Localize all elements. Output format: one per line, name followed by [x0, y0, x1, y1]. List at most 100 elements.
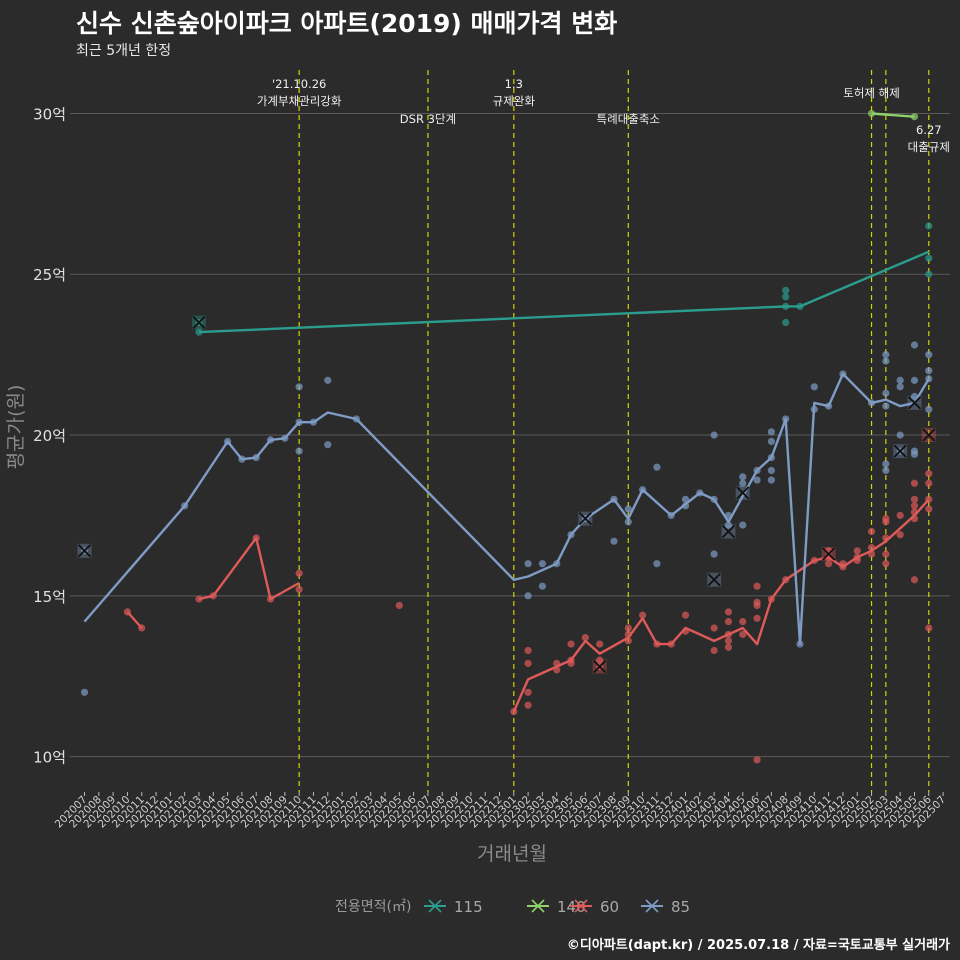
y-tick-label: 25억 — [33, 266, 66, 284]
data-point-85 — [309, 418, 318, 426]
data-point-85 — [925, 375, 933, 383]
data-point-60 — [524, 688, 532, 696]
data-point-85 — [538, 560, 547, 568]
legend-item-115[interactable]: 115 — [424, 898, 483, 916]
cancelled-marker-stroke — [721, 524, 736, 539]
data-point-85 — [739, 473, 747, 481]
data-point-85 — [910, 450, 919, 458]
cancelled-marker-stroke — [821, 547, 836, 561]
data-point-115 — [782, 286, 790, 294]
data-point-60 — [739, 617, 747, 626]
data-point-85 — [638, 486, 647, 494]
data-point-85 — [882, 389, 890, 397]
data-point-85 — [553, 560, 561, 568]
data-point-85 — [653, 560, 661, 568]
data-point-85 — [524, 560, 532, 568]
data-point-60 — [295, 569, 303, 577]
data-point-85 — [882, 466, 890, 475]
cancelled-marker-stroke — [578, 512, 592, 526]
data-point-85 — [739, 479, 747, 487]
data-point-60 — [266, 595, 275, 603]
data-point-60 — [395, 601, 403, 610]
data-point-60 — [882, 534, 890, 542]
data-point-85 — [896, 431, 904, 439]
data-point-85 — [538, 582, 547, 590]
data-point-60 — [638, 611, 647, 619]
data-point-85 — [681, 502, 690, 510]
data-point-60 — [882, 518, 890, 526]
legend-item-label: 60 — [600, 898, 619, 916]
data-point-85 — [724, 521, 733, 529]
data-point-60 — [710, 624, 718, 632]
cancelled-marker-85 — [907, 395, 922, 410]
legend-item-85[interactable]: 85 — [641, 898, 690, 916]
data-point-85 — [624, 505, 632, 513]
data-point-60 — [724, 643, 733, 651]
y-tick-label: 20억 — [33, 427, 66, 445]
data-point-60 — [853, 556, 861, 565]
data-point-85 — [653, 463, 661, 471]
data-point-60 — [882, 560, 890, 568]
data-point-115 — [195, 328, 203, 336]
cancelled-marker-60 — [821, 547, 836, 562]
data-point-60 — [910, 515, 919, 523]
data-point-60 — [867, 527, 876, 536]
data-point-60 — [753, 601, 761, 610]
data-point-85 — [724, 511, 733, 520]
data-point-140 — [910, 113, 919, 121]
data-point-60 — [925, 624, 933, 632]
event-label: 대출규제 — [908, 140, 950, 154]
data-point-85 — [753, 476, 761, 484]
data-point-60 — [724, 617, 733, 626]
data-point-60 — [896, 531, 904, 539]
data-point-85 — [681, 495, 690, 503]
data-point-85 — [295, 447, 303, 455]
data-point-60 — [910, 576, 919, 584]
data-point-85 — [825, 402, 833, 410]
event-label: '21.10.26 — [272, 77, 326, 91]
cancelled-marker-85 — [735, 485, 750, 500]
axes: 10억15억20억25억30억평균가(원)2020072020082020092… — [5, 105, 948, 865]
data-point-60 — [209, 592, 217, 600]
cancelled-marker-stroke — [707, 573, 721, 587]
data-point-85 — [624, 518, 632, 526]
cancelled-marker-stroke — [922, 428, 936, 442]
data-point-85 — [710, 431, 718, 439]
data-point-60 — [624, 630, 632, 639]
data-point-85 — [896, 376, 904, 384]
legend-item-label: 115 — [454, 898, 483, 916]
grid-layer — [70, 112, 950, 758]
data-point-85 — [925, 367, 933, 375]
data-point-85 — [238, 455, 246, 463]
data-point-85 — [739, 521, 747, 529]
data-point-85 — [710, 550, 718, 558]
data-point-60 — [767, 595, 775, 603]
cancelled-marker-stroke — [77, 544, 92, 558]
cancelled-marker-85 — [578, 511, 593, 526]
cancelled-marker-stroke — [593, 659, 607, 674]
data-point-60 — [839, 563, 847, 571]
data-point-85 — [782, 415, 790, 423]
data-point-85 — [696, 489, 704, 497]
legend-item-label: 85 — [671, 898, 690, 916]
data-point-85 — [796, 640, 804, 648]
data-point-60 — [624, 624, 632, 632]
data-point-85 — [295, 383, 303, 391]
cancelled-marker-stroke — [893, 444, 907, 458]
legend-item-60[interactable]: 60 — [570, 898, 619, 916]
data-point-60 — [739, 630, 747, 639]
data-point-60 — [710, 646, 718, 655]
data-point-60 — [524, 701, 532, 709]
cancelled-marker-85 — [721, 524, 736, 539]
data-point-85 — [767, 466, 775, 475]
event-label: 1.3 — [505, 77, 523, 91]
data-point-60 — [753, 756, 761, 764]
cancelled-marker-60 — [592, 659, 607, 674]
x-axis-title: 거래년월 — [477, 843, 547, 865]
data-point-60 — [810, 556, 818, 565]
data-point-60 — [581, 634, 589, 642]
data-point-60 — [925, 505, 933, 513]
data-point-60 — [896, 511, 904, 520]
data-point-85 — [925, 405, 933, 413]
data-point-60 — [910, 508, 919, 516]
